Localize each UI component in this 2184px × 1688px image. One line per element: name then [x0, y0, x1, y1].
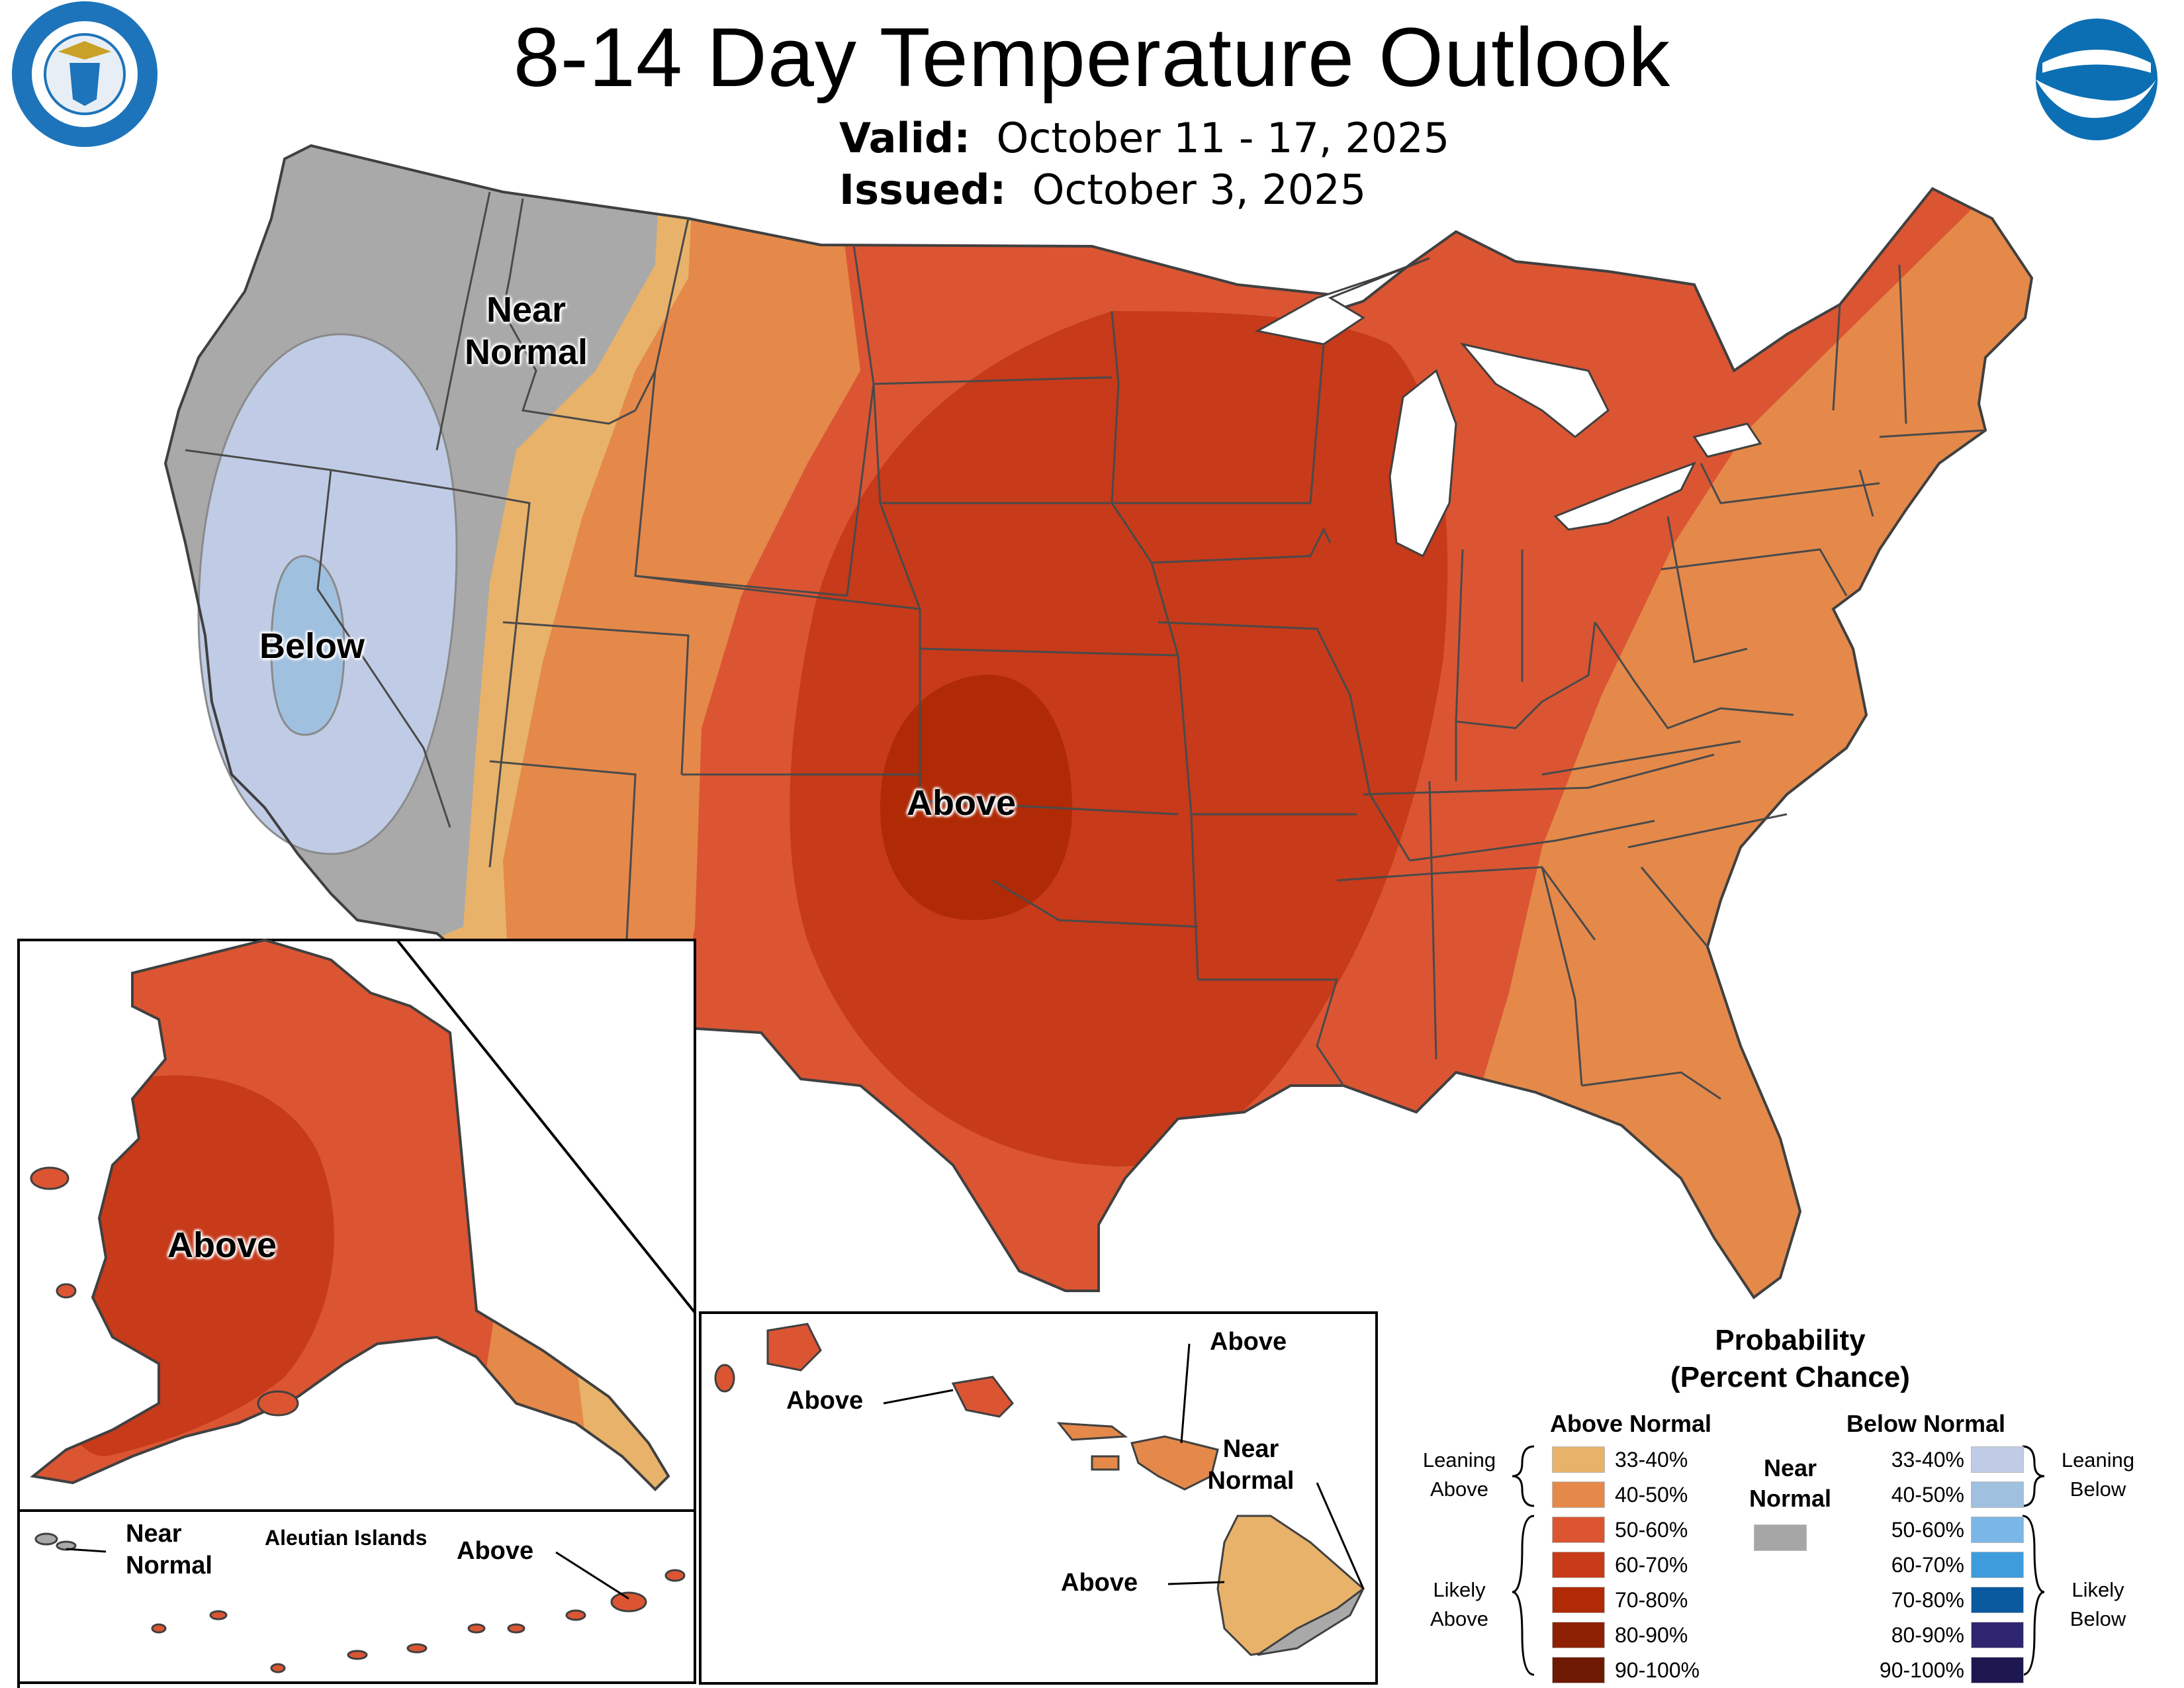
legend-below-swatch [1971, 1622, 2024, 1648]
label-hawaii-near-normal: Near Normal [1207, 1435, 1295, 1495]
legend-above-label: 33-40% [1615, 1448, 1688, 1472]
legend-above-swatch [1552, 1517, 1605, 1543]
issued-value: October 3, 2025 [1032, 165, 1367, 214]
label-aleutian-above: Above [457, 1537, 534, 1565]
legend-above-swatch [1552, 1587, 1605, 1613]
label-below-west: Below [259, 626, 365, 666]
issued-line: Issued: October 3, 2025 [839, 165, 1366, 214]
valid-label: Valid: [839, 114, 971, 162]
legend-leaning-above: Leaning Above [1422, 1448, 1496, 1501]
alaska-outline [30, 938, 670, 1491]
legend-above-label: 60-70% [1615, 1553, 1688, 1577]
legend-below-swatch [1971, 1552, 2024, 1578]
legend-below-label: 60-70% [1891, 1553, 1964, 1577]
page-title: 8-14 Day Temperature Outlook [513, 11, 1671, 104]
legend-below-swatch [1971, 1587, 2024, 1613]
legend-likely-below: Likely Below [2070, 1578, 2126, 1630]
valid-value: October 11 - 17, 2025 [996, 114, 1450, 162]
hawaii-islands [714, 1323, 1365, 1656]
legend-likely-above: Likely Above [1430, 1578, 1488, 1630]
legend-above-header: Above Normal [1550, 1410, 1712, 1437]
legend-above-label: 80-90% [1615, 1623, 1688, 1647]
legend-below-label: 33-40% [1891, 1448, 1964, 1472]
valid-line: Valid: October 11 - 17, 2025 [839, 114, 1449, 162]
legend-below-label: 70-80% [1891, 1588, 1964, 1612]
label-hawaii-above-maui: Above [1210, 1328, 1287, 1356]
legend-near-normal-swatch [1754, 1524, 1807, 1551]
legend-title-line2: (Percent Chance) [1670, 1361, 1910, 1393]
alaska-islands [30, 1166, 299, 1417]
legend-below-swatch [1971, 1481, 2024, 1508]
conus-outline [163, 144, 2034, 1299]
label-above-central: Above [907, 783, 1017, 823]
state-lines [185, 191, 1986, 1100]
noaa-logo [2036, 19, 2158, 140]
legend-near-normal-label: Near Normal [1749, 1454, 1832, 1512]
legend-below-swatch [1971, 1446, 2024, 1473]
legend-above-swatch [1552, 1622, 1605, 1648]
label-aleutian-islands: Aleutian Islands [265, 1526, 428, 1550]
issued-label: Issued: [839, 165, 1007, 214]
legend-below-swatch [1971, 1657, 2024, 1683]
commerce-seal-logo [12, 1, 158, 147]
legend-below-label: 80-90% [1891, 1623, 1964, 1647]
legend-above-label: 40-50% [1615, 1483, 1688, 1507]
label-aleutian-near-normal: Near Normal [126, 1520, 212, 1579]
legend-brackets [1512, 1445, 2045, 1676]
great-lakes [1254, 257, 1762, 558]
aleutian-islands [34, 1532, 77, 1551]
legend-below-label: 90-100% [1879, 1658, 1964, 1682]
legend-below-swatch [1971, 1517, 2024, 1543]
legend-title-line1: Probability [1715, 1324, 1866, 1356]
legend-above-label: 50-60% [1615, 1518, 1688, 1542]
legend-below-label: 50-60% [1891, 1518, 1964, 1542]
legend-above-label: 70-80% [1615, 1588, 1688, 1612]
legend-above-swatch [1552, 1481, 1605, 1508]
label-alaska-above: Above [167, 1225, 277, 1265]
label-hawaii-above-big-island: Above [1061, 1569, 1138, 1597]
label-near-normal-west: Near Normal [464, 290, 588, 372]
legend-above-swatch [1552, 1446, 1605, 1473]
legend-leaning-below: Leaning Below [2061, 1448, 2135, 1501]
legend-above-swatch [1552, 1552, 1605, 1578]
label-hawaii-above-kauai: Above [786, 1387, 864, 1415]
legend-below-label: 40-50% [1891, 1483, 1964, 1507]
legend-below-header: Below Normal [1846, 1410, 2006, 1437]
legend-above-label: 90-100% [1615, 1658, 1700, 1682]
legend-above-swatch [1552, 1657, 1605, 1683]
